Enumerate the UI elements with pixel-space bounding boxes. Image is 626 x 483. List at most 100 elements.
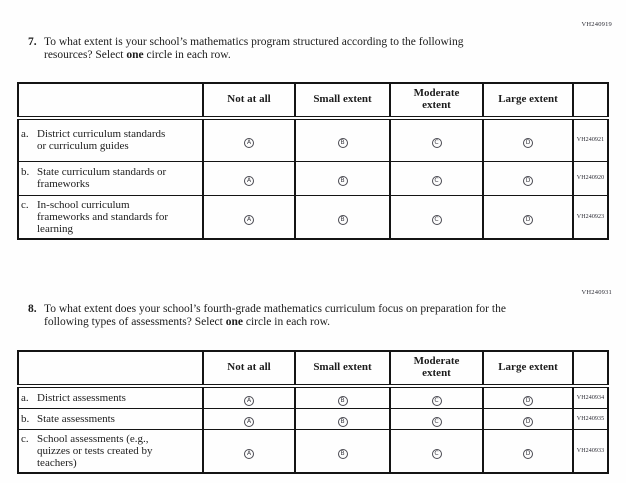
- question7-text-bold: one: [126, 48, 144, 61]
- option-circle-d[interactable]: D: [523, 176, 533, 186]
- row-item-code: VH240923: [572, 194, 609, 240]
- option-cell-large-extent: D: [482, 385, 574, 409]
- row-letter: a.: [21, 391, 29, 404]
- header-blank: [17, 350, 204, 388]
- row-label-cell: b. State assessments: [17, 408, 204, 430]
- option-cell-moderate-extent: C: [389, 385, 484, 409]
- option-circle-a[interactable]: A: [244, 417, 254, 427]
- option-circle-b[interactable]: B: [337, 396, 348, 406]
- row-label: School assessments (e.g., quizzes or tes…: [37, 432, 153, 469]
- option-circle-c[interactable]: C: [431, 176, 442, 186]
- resources-extent-table: Not at all Small extent Moderate extent …: [17, 82, 609, 240]
- option-circle-d[interactable]: D: [523, 214, 533, 225]
- question8-text-part1: To what extent does your school’s fourth…: [44, 303, 506, 328]
- option-circle-a[interactable]: A: [244, 138, 254, 149]
- row-item-code: VH240935: [572, 408, 609, 430]
- option-cell-small-extent: B: [294, 385, 391, 409]
- option-circle-a[interactable]: A: [244, 448, 254, 459]
- option-cell-not-at-all: A: [202, 408, 296, 430]
- option-cell-large-extent: D: [482, 117, 574, 162]
- option-cell-moderate-extent: C: [389, 117, 484, 162]
- row-label: District curriculum standards or curricu…: [37, 128, 166, 153]
- option-cell-large-extent: D: [482, 429, 574, 473]
- row-letter: c.: [21, 198, 29, 211]
- option-cell-not-at-all: A: [202, 194, 296, 240]
- question7-text: To what extent is your school’s mathemat…: [44, 36, 514, 62]
- table-row: c. In-school curriculum frameworks and s…: [17, 194, 609, 240]
- question8-text: To what extent does your school’s fourth…: [44, 303, 514, 329]
- option-cell-moderate-extent: C: [389, 194, 484, 240]
- table-row: a. District curriculum standards or curr…: [17, 117, 609, 162]
- option-cell-not-at-all: A: [202, 117, 296, 162]
- question8-text-bold: one: [225, 315, 243, 328]
- header-not-at-all: Not at all: [202, 82, 296, 120]
- option-cell-large-extent: D: [482, 160, 574, 196]
- header-large-extent: Large extent: [482, 82, 574, 120]
- option-circle-b[interactable]: B: [337, 138, 348, 149]
- row-letter: c.: [21, 432, 29, 445]
- header-moderate-extent: Moderate extent: [389, 350, 484, 388]
- question8-number: 8.: [28, 303, 37, 315]
- row-label-cell: a. District assessments: [17, 385, 204, 409]
- option-circle-c[interactable]: C: [431, 138, 442, 149]
- row-label: District assessments: [37, 391, 126, 404]
- table-header-row: Not at all Small extent Moderate extent …: [17, 350, 609, 388]
- table-row: c. School assessments (e.g., quizzes or …: [17, 429, 609, 473]
- option-circle-d[interactable]: D: [523, 396, 533, 406]
- option-cell-not-at-all: A: [202, 429, 296, 473]
- table-header-row: Not at all Small extent Moderate extent …: [17, 82, 609, 120]
- option-cell-large-extent: D: [482, 408, 574, 430]
- row-item-code: VH240934: [572, 385, 609, 409]
- header-moderate-extent: Moderate extent: [389, 82, 484, 120]
- option-circle-a[interactable]: A: [244, 214, 254, 225]
- assessments-focus-table: Not at all Small extent Moderate extent …: [17, 350, 609, 474]
- row-label: In-school curriculum frameworks and stan…: [37, 198, 169, 235]
- option-cell-not-at-all: A: [202, 385, 296, 409]
- option-cell-small-extent: B: [294, 429, 391, 473]
- question8-item-code: VH240931: [581, 289, 612, 296]
- option-circle-d[interactable]: D: [523, 417, 533, 427]
- question7-number: 7.: [28, 36, 37, 48]
- question8-stem: 8. To what extent does your school’s fou…: [28, 303, 514, 329]
- header-code-blank: [572, 350, 609, 388]
- option-circle-c[interactable]: C: [431, 417, 442, 427]
- option-cell-moderate-extent: C: [389, 408, 484, 430]
- question7-stem: 7. To what extent is your school’s mathe…: [28, 36, 514, 62]
- option-circle-b[interactable]: B: [337, 176, 348, 186]
- row-item-code: VH240933: [572, 429, 609, 473]
- option-circle-c[interactable]: C: [431, 448, 442, 459]
- row-item-code: VH240920: [572, 160, 609, 196]
- option-cell-small-extent: B: [294, 160, 391, 196]
- option-circle-b[interactable]: B: [337, 214, 348, 225]
- question7-item-code: VH240919: [581, 21, 612, 28]
- question8-text-part2: circle in each row.: [242, 315, 331, 328]
- option-circle-a[interactable]: A: [244, 176, 254, 186]
- option-circle-c[interactable]: C: [431, 396, 442, 406]
- option-cell-not-at-all: A: [202, 160, 296, 196]
- header-not-at-all: Not at all: [202, 350, 296, 388]
- option-circle-d[interactable]: D: [523, 448, 533, 459]
- option-circle-c[interactable]: C: [431, 214, 442, 225]
- option-cell-small-extent: B: [294, 408, 391, 430]
- row-label: State curriculum standards or frameworks: [37, 165, 167, 190]
- option-cell-small-extent: B: [294, 194, 391, 240]
- header-code-blank: [572, 82, 609, 120]
- header-small-extent: Small extent: [294, 350, 391, 388]
- option-cell-moderate-extent: C: [389, 160, 484, 196]
- option-circle-d[interactable]: D: [523, 138, 533, 149]
- option-cell-large-extent: D: [482, 194, 574, 240]
- question7-text-part2: circle in each row.: [143, 48, 231, 61]
- option-cell-small-extent: B: [294, 117, 391, 162]
- header-large-extent: Large extent: [482, 350, 574, 388]
- option-cell-moderate-extent: C: [389, 429, 484, 473]
- header-blank: [17, 82, 204, 120]
- table-row: b. State assessments A B C D VH240935: [17, 408, 609, 430]
- table-row: b. State curriculum standards or framewo…: [17, 160, 609, 196]
- row-label-cell: c. School assessments (e.g., quizzes or …: [17, 429, 204, 473]
- row-letter: b.: [21, 412, 30, 425]
- option-circle-b[interactable]: B: [337, 417, 348, 427]
- option-circle-b[interactable]: B: [337, 448, 348, 459]
- header-small-extent: Small extent: [294, 82, 391, 120]
- option-circle-a[interactable]: A: [244, 396, 254, 406]
